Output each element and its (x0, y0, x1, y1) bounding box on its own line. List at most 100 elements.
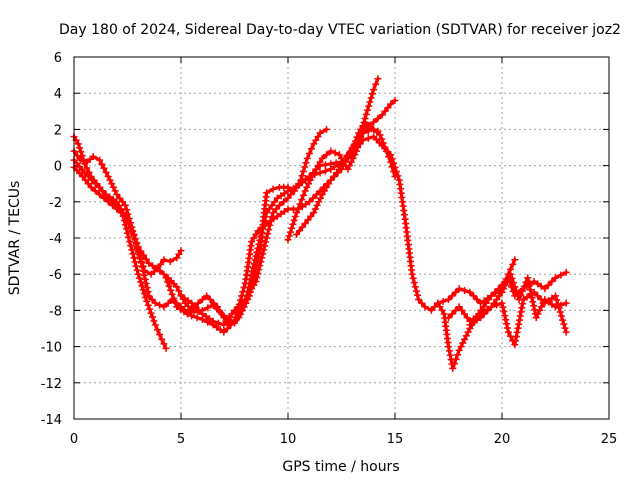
data-point-marker (315, 198, 323, 206)
data-point-marker (136, 255, 144, 263)
data-point-marker (269, 209, 277, 217)
data-point-marker (308, 145, 315, 153)
data-point-marker (414, 291, 421, 299)
data-point-marker (238, 306, 246, 314)
data-point-marker (364, 134, 372, 142)
data-point-marker (142, 255, 150, 263)
data-point-marker (410, 279, 418, 287)
data-point-marker (448, 292, 456, 300)
data-point-marker (346, 162, 354, 170)
data-point-marker (121, 212, 129, 220)
data-point-marker (262, 238, 270, 246)
data-point-marker (462, 332, 470, 340)
data-point-marker (548, 300, 556, 308)
data-point-marker (100, 194, 108, 202)
data-point-marker (357, 133, 365, 141)
data-point-marker (365, 102, 373, 110)
x-tick-label: 20 (494, 432, 511, 447)
data-point-marker (260, 246, 268, 254)
data-point-marker (137, 278, 145, 286)
data-point-marker (162, 344, 170, 352)
data-point-marker (344, 154, 352, 162)
data-point-marker (562, 268, 570, 276)
data-point-marker (479, 303, 487, 311)
data-point-marker (418, 299, 426, 307)
data-point-marker (284, 194, 292, 202)
data-point-marker (327, 147, 335, 155)
data-point-marker (301, 187, 309, 195)
data-point-marker (352, 140, 360, 148)
y-tick-label: -14 (41, 413, 62, 428)
data-point-marker (257, 258, 265, 266)
data-point-marker (193, 314, 201, 322)
data-point-marker (484, 294, 492, 302)
data-point-marker (237, 310, 245, 318)
x-tick-label: 0 (70, 432, 78, 447)
data-point-marker (323, 183, 330, 191)
data-point-marker (269, 185, 277, 193)
data-point-marker (291, 213, 299, 220)
data-point-marker (144, 288, 152, 296)
x-tick-label: 5 (177, 432, 185, 447)
data-point-marker (507, 270, 515, 278)
data-point-marker (333, 169, 340, 177)
data-point-marker (461, 287, 468, 294)
y-tick-label: -4 (49, 232, 62, 247)
data-point-marker (175, 287, 183, 295)
data-point-marker (448, 310, 456, 318)
data-point-marker (305, 150, 313, 157)
y-tick-label: 4 (54, 87, 62, 102)
data-point-marker (544, 281, 552, 289)
data-point-marker (310, 209, 318, 217)
data-point-marker (273, 194, 281, 202)
data-point-marker (330, 173, 338, 180)
data-point-marker (154, 326, 161, 334)
data-point-marker (316, 169, 324, 177)
data-point-marker (214, 319, 222, 327)
data-point-marker (77, 148, 85, 156)
data-point-marker (305, 198, 313, 206)
data-point-marker (338, 162, 346, 170)
data-point-marker (104, 198, 112, 206)
data-point-marker (246, 288, 253, 296)
data-point-marker (312, 136, 320, 144)
data-point-marker (150, 317, 158, 325)
data-point-marker (370, 86, 378, 94)
data-point-marker (381, 143, 389, 151)
data-point-marker (104, 172, 112, 180)
data-point-marker (134, 243, 142, 251)
data-point-marker (327, 176, 335, 184)
data-point-marker (355, 136, 363, 144)
data-point-marker (512, 333, 520, 341)
series-line (286, 77, 380, 242)
data-point-marker (141, 275, 149, 283)
data-point-marker (298, 196, 306, 204)
data-point-marker (168, 290, 176, 298)
data-point-marker (87, 183, 95, 191)
data-point-marker (548, 277, 556, 285)
data-point-marker (130, 254, 138, 262)
data-point-marker (106, 176, 114, 184)
data-point-marker (111, 187, 119, 195)
data-point-marker (484, 306, 492, 314)
data-point-marker (124, 229, 131, 237)
data-point-marker (280, 208, 288, 215)
data-point-marker (109, 201, 116, 209)
series-7 (284, 75, 382, 244)
data-point-marker (263, 189, 271, 197)
data-point-marker (238, 299, 246, 307)
data-point-marker (388, 163, 396, 171)
data-point-marker (305, 180, 312, 188)
data-point-marker (285, 232, 293, 240)
data-point-marker (263, 234, 271, 242)
data-point-marker (218, 310, 226, 318)
data-point-marker (148, 296, 156, 303)
data-point-marker (140, 271, 148, 279)
data-point-marker (258, 254, 266, 262)
data-point-marker (350, 144, 358, 151)
data-point-marker (287, 191, 295, 199)
data-point-marker (501, 312, 509, 320)
data-point-marker (452, 306, 460, 314)
data-point-marker (293, 209, 301, 217)
data-point-marker (284, 236, 292, 244)
